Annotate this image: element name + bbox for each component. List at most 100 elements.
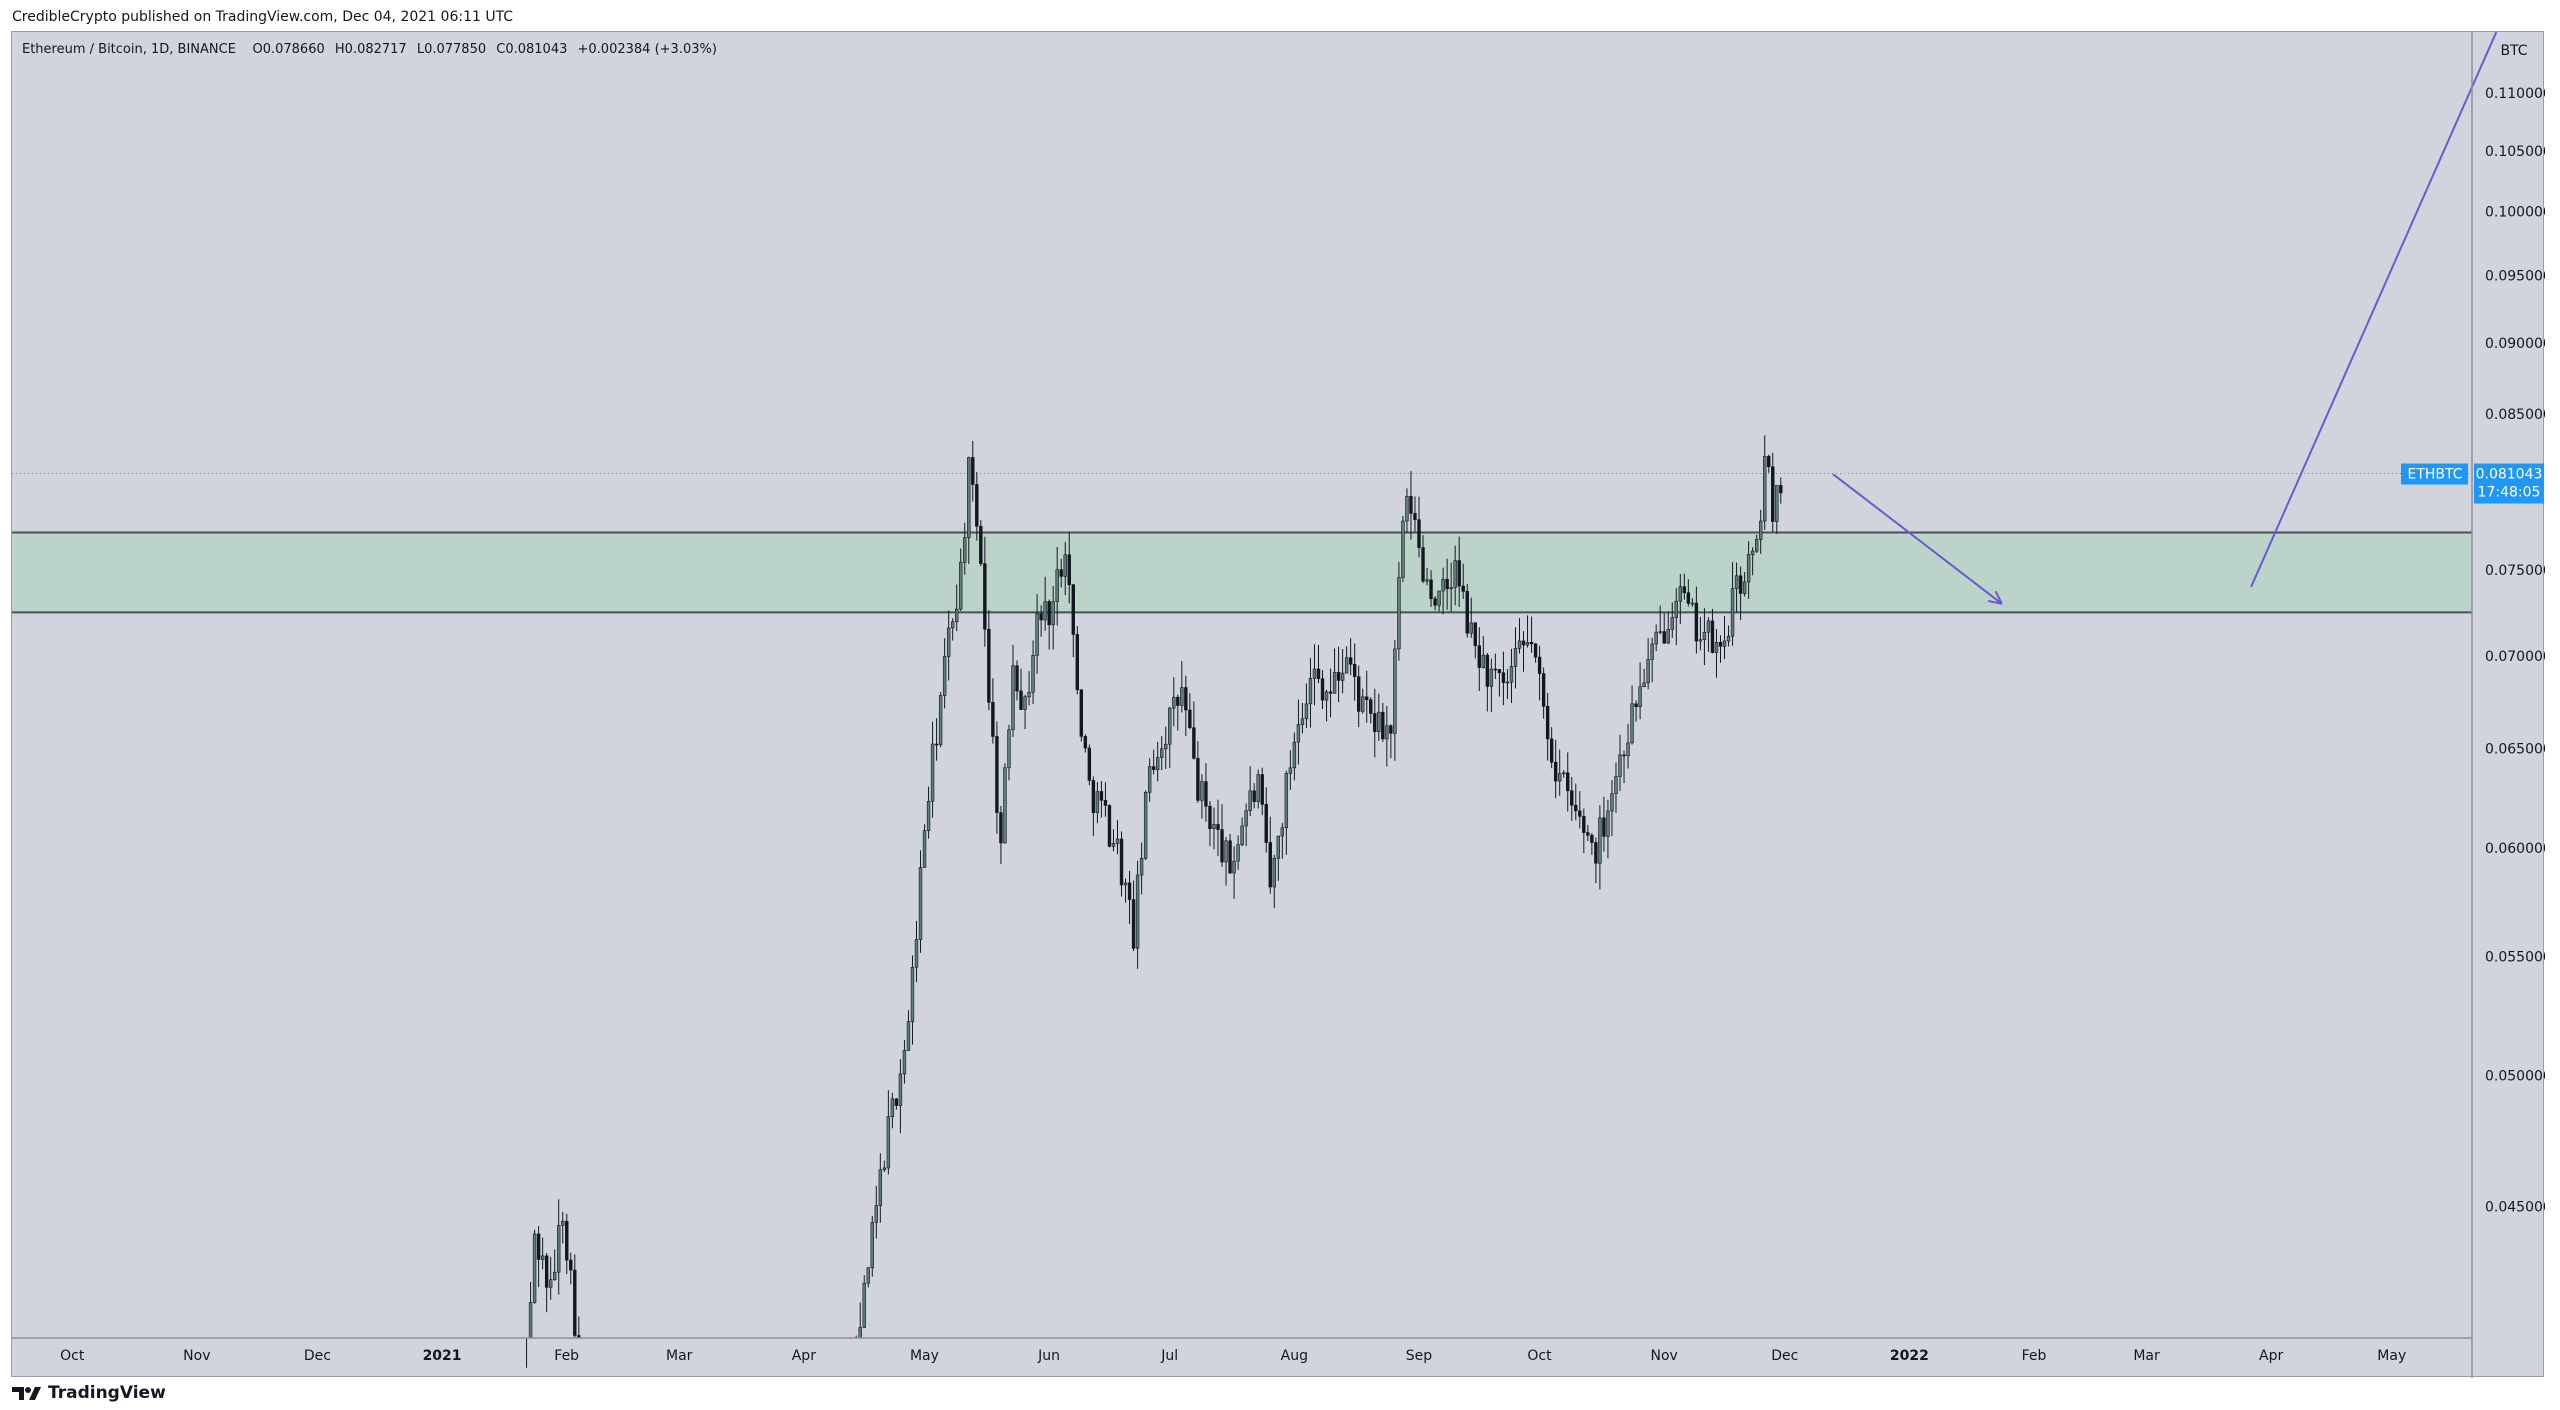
candle-body [1083, 736, 1088, 749]
candle-body [1200, 781, 1204, 801]
candle-body [1453, 560, 1457, 588]
candle-body [1123, 882, 1128, 886]
candle-body [1389, 725, 1393, 734]
candle-body [1336, 672, 1341, 681]
candle-body [1256, 774, 1260, 802]
time-tick-label: Mar [666, 1348, 693, 1364]
candle-body [1316, 668, 1321, 680]
candle-body [1304, 703, 1309, 720]
candle-body [870, 1222, 874, 1269]
candle-body [528, 1302, 533, 1339]
candle-body [1702, 631, 1707, 641]
candle-body [1642, 682, 1646, 687]
candle-body [1429, 579, 1433, 599]
candle-body [950, 621, 955, 629]
candle-body [1533, 643, 1538, 658]
candle-body [1003, 767, 1007, 844]
candle-body [1091, 780, 1096, 814]
candle-body [1417, 519, 1421, 548]
candle-body [1477, 645, 1482, 668]
candle-body [1139, 857, 1144, 876]
candle-body [886, 1116, 891, 1169]
last-price-box[interactable] [2474, 463, 2544, 504]
candle-body [1698, 639, 1703, 642]
candle-body [1742, 581, 1747, 594]
projection-arrow[interactable] [1832, 473, 2003, 605]
time-tick-label: Sep [1406, 1348, 1433, 1364]
candle-body [1662, 631, 1666, 644]
candle-body [1365, 696, 1369, 701]
candle-body [866, 1267, 870, 1284]
candle-body [1706, 620, 1711, 633]
low-label: L [416, 42, 425, 57]
candle-body [1224, 840, 1228, 863]
candle-body [1541, 673, 1546, 707]
candle-body [1059, 569, 1063, 577]
time-tick-label: Nov [1650, 1348, 1677, 1364]
candle-body [1726, 635, 1731, 642]
candle-body [954, 608, 959, 623]
candle-body [979, 525, 983, 564]
candle-body [1517, 640, 1522, 649]
projection-line[interactable] [2250, 32, 2498, 588]
candle-body [1164, 743, 1168, 750]
bar-countdown: 17:48:05 [2478, 485, 2541, 501]
candle-body [1529, 642, 1534, 645]
candle-body [1686, 592, 1691, 604]
candle-body [1670, 617, 1674, 630]
candle-body [1397, 577, 1401, 650]
candle-body [1240, 825, 1244, 846]
candle-body [1220, 829, 1224, 863]
candle-body [548, 1279, 553, 1288]
candle-body [1131, 899, 1136, 949]
candle-body [1754, 539, 1759, 552]
candle-body [561, 1220, 565, 1226]
time-tick-label: Nov [183, 1348, 210, 1364]
candle-body [1260, 774, 1264, 805]
candle-body [1079, 689, 1084, 737]
support-zone[interactable] [12, 532, 2472, 613]
last-price-label: 0.081043 [2476, 467, 2543, 483]
candle-body [1248, 790, 1252, 812]
time-tick-label: Jul [1160, 1348, 1178, 1364]
candle-body [1457, 560, 1461, 587]
candle-body [983, 563, 987, 630]
footer-brand-text: TradingView [48, 1383, 166, 1403]
candle-body [1606, 810, 1610, 837]
time-tick-label: Feb [554, 1348, 579, 1364]
time-tick-label: Aug [1281, 1348, 1308, 1364]
candle-body [1047, 601, 1051, 626]
candle-body [1111, 843, 1116, 847]
candle-body [1574, 804, 1578, 812]
candle-body [1324, 691, 1329, 701]
candle-body [1767, 455, 1771, 468]
candle-body [1019, 690, 1023, 710]
candle-body [1433, 598, 1437, 606]
symbol-price-tag[interactable] [2401, 463, 2468, 485]
candle-body [1172, 696, 1176, 709]
candle-body [540, 1255, 545, 1260]
candle-body [1212, 824, 1216, 830]
candle-body [942, 656, 947, 696]
candle-body [1035, 613, 1039, 656]
candle-body [1646, 659, 1650, 684]
candle-body [1296, 724, 1301, 743]
time-tick-label: Jun [1037, 1348, 1060, 1364]
candle-body [1393, 648, 1397, 734]
candle-body [946, 627, 951, 657]
candle-body [938, 695, 943, 745]
candle-body [1015, 665, 1019, 692]
candle-body [1292, 741, 1297, 769]
footer-branding[interactable]: TradingView [12, 1381, 166, 1405]
candle-body [536, 1233, 541, 1260]
candle-body [565, 1220, 569, 1261]
candle-body [569, 1259, 573, 1271]
candle-body [1204, 781, 1208, 807]
candle-body [1228, 840, 1232, 874]
candle-body [1714, 642, 1719, 653]
